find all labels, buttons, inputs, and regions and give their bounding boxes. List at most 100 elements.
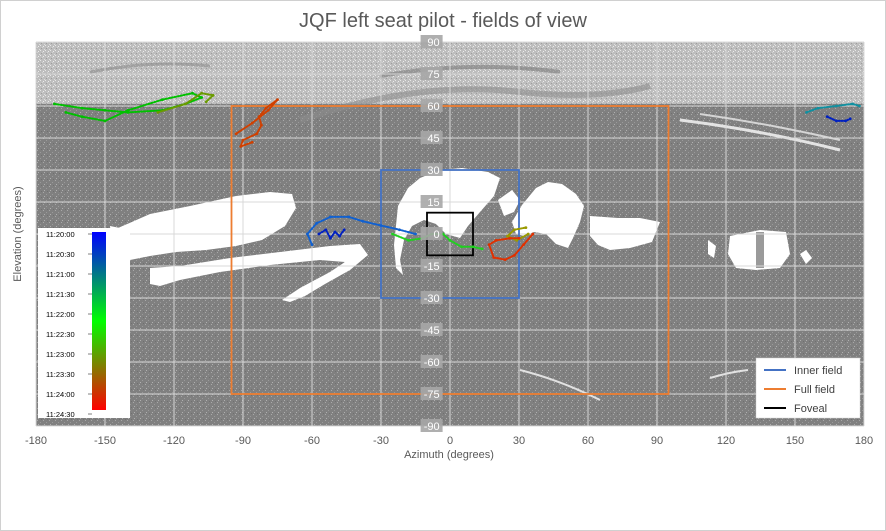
y-tick-bg	[420, 355, 443, 368]
y-tick-bg	[420, 227, 443, 240]
y-tick-bg	[420, 35, 443, 48]
gaze-point	[239, 145, 243, 148]
gaze-point	[333, 230, 337, 234]
x-tick-label: 60	[582, 435, 594, 447]
y-tick-bg	[420, 195, 443, 208]
gaze-point	[126, 111, 130, 114]
gaze-point	[816, 106, 820, 110]
gaze-point	[492, 256, 496, 259]
gaze-point	[264, 106, 268, 110]
gaze-track	[826, 115, 852, 122]
gaze-point	[200, 96, 204, 99]
gaze-point	[851, 102, 854, 106]
colorbar-label: 11:20:30	[46, 250, 75, 259]
gaze-point	[379, 224, 383, 227]
gaze-point	[522, 243, 525, 247]
gaze-point	[471, 245, 475, 249]
x-tick-label: 150	[786, 435, 804, 447]
y-tick-label: -60	[424, 357, 440, 369]
gaze-point	[347, 215, 351, 219]
y-tick-bg	[420, 387, 443, 400]
y-tick-bg	[420, 419, 443, 432]
y-tick-labels: 90 75 60 45 30 15 0 -15 -30 -45 -60 -75 -90	[420, 35, 443, 433]
x-tick-label: 120	[717, 435, 735, 447]
gaze-point	[487, 243, 491, 247]
y-tick-label: 45	[427, 133, 439, 145]
gaze-point	[315, 221, 318, 225]
gaze-point	[306, 232, 309, 236]
gaze-point	[53, 102, 56, 106]
gaze-point	[204, 100, 208, 104]
gaze-point	[848, 117, 852, 121]
y-tick-label: 60	[427, 101, 439, 113]
y-tick-label: 75	[427, 69, 439, 81]
y-axis-label: Elevation (degrees)	[12, 186, 24, 281]
x-tick-label: 180	[855, 435, 873, 447]
gaze-point	[835, 119, 838, 123]
gaze-point	[407, 239, 410, 242]
silhouette-detail	[756, 232, 764, 268]
gaze-point	[526, 232, 530, 236]
x-tick-label: -30	[373, 435, 389, 447]
x-tick-label: 30	[513, 435, 525, 447]
gaze-point	[361, 219, 364, 223]
gaze-point	[398, 228, 401, 232]
x-tick-label: -60	[304, 435, 320, 447]
gaze-point	[234, 132, 238, 136]
colorbar-label: 11:23:30	[46, 370, 75, 379]
y-tick-bg	[420, 259, 443, 272]
gaze-point	[524, 226, 528, 230]
y-tick-label: 30	[427, 165, 439, 177]
y-tick-label: 15	[427, 197, 439, 209]
gaze-point	[844, 119, 847, 123]
gaze-point	[503, 258, 507, 261]
gaze-point	[494, 239, 498, 242]
y-tick-label: -75	[424, 389, 440, 401]
gaze-point	[508, 236, 512, 240]
colorbar-label: 11:20:00	[46, 230, 75, 239]
colorbar-gradient	[92, 232, 106, 410]
gaze-point	[200, 91, 204, 95]
gaze-point	[276, 98, 279, 101]
sky-streaks	[89, 62, 841, 401]
y-tick-label: 0	[433, 229, 439, 241]
y-tick-label: 90	[427, 37, 439, 49]
y-tick-label: -15	[424, 261, 440, 273]
gaze-point	[531, 232, 535, 236]
cockpit-silhouette	[110, 168, 812, 302]
gaze-point	[250, 121, 254, 125]
y-tick-bg	[420, 67, 443, 80]
gaze-point	[126, 108, 130, 112]
y-tick-bg	[420, 163, 443, 176]
gaze-point	[161, 98, 164, 101]
y-tick-label: -45	[424, 325, 440, 337]
colorbar-label: 11:22:00	[46, 310, 75, 319]
gaze-point	[80, 115, 84, 119]
region-inner-field	[380, 169, 520, 299]
gaze-point	[835, 104, 838, 108]
x-axis-label: Azimuth (degrees)	[404, 449, 494, 461]
gaze-point	[317, 232, 321, 236]
x-tick-labels: -180 -150 -120 -90 -60 -30 0 30 60 90 120 150 180	[25, 435, 873, 447]
gaze-point	[64, 111, 68, 114]
gaze-point	[310, 243, 314, 247]
gaze-point	[338, 234, 341, 238]
x-tick-label: -180	[25, 435, 47, 447]
gaze-point	[329, 215, 332, 219]
gaze-point	[825, 115, 829, 119]
x-tick-label: -90	[235, 435, 251, 447]
gaze-point	[342, 228, 346, 232]
gaze-point	[266, 108, 270, 112]
gaze-point	[414, 232, 417, 236]
gaze-point	[515, 239, 519, 242]
gaze-point	[517, 236, 521, 240]
colorbar-label: 11:24:30	[46, 410, 75, 419]
gaze-point	[858, 104, 861, 108]
gaze-point	[805, 111, 808, 114]
y-tick-label: -30	[424, 293, 440, 305]
gaze-point	[391, 232, 394, 236]
y-tick-bg	[420, 131, 443, 144]
gaze-point	[513, 253, 516, 257]
gaze-point	[257, 115, 261, 119]
